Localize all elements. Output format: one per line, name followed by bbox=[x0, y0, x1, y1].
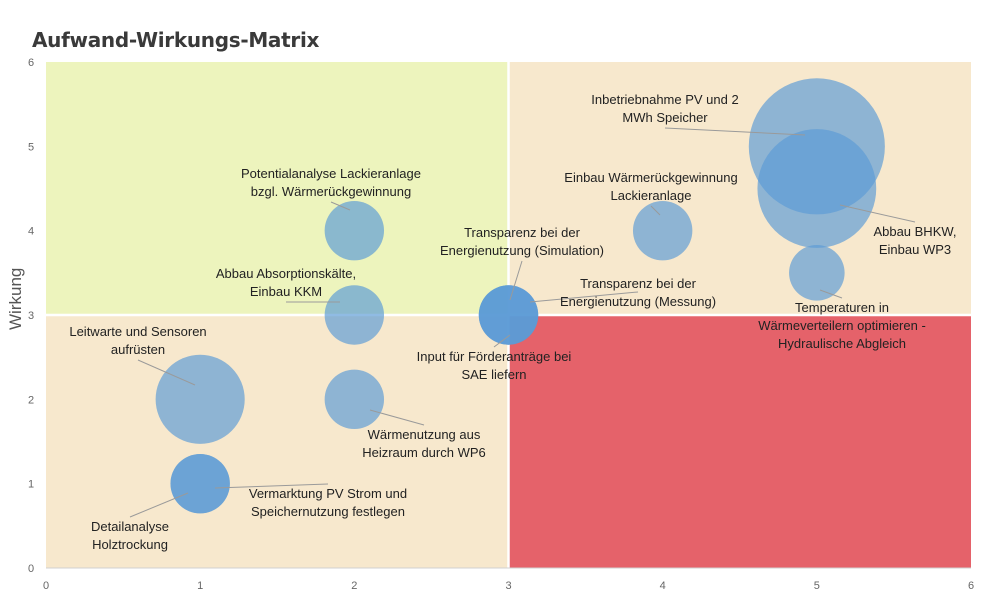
leader-line bbox=[650, 205, 661, 216]
bubble-label: Energienutzung (Simulation) bbox=[440, 243, 604, 258]
x-tick-label: 0 bbox=[43, 580, 49, 592]
bubble-label: Holztrockung bbox=[92, 537, 168, 552]
bubble-label: bzgl. Wärmerückgewinnung bbox=[251, 184, 411, 199]
bubble-label: Einbau WP3 bbox=[879, 242, 951, 257]
bubble-label: Input für Förderanträge bei bbox=[417, 349, 572, 364]
x-tick-label: 4 bbox=[660, 580, 666, 592]
bubble-label: Leitwarte und Sensoren bbox=[69, 324, 206, 339]
leader-line bbox=[493, 334, 511, 348]
bubble-label: Einbau Wärmerückgewinnung bbox=[564, 170, 737, 185]
leader-line bbox=[839, 204, 916, 223]
bubble bbox=[632, 200, 693, 261]
y-tick-label: 2 bbox=[28, 394, 34, 406]
bubble-label: Wärmeverteilern optimieren - bbox=[758, 318, 926, 333]
bubble-label: Detailanalyse bbox=[91, 519, 169, 534]
y-tick-label: 4 bbox=[28, 226, 34, 238]
leader-line bbox=[129, 492, 189, 518]
bubble-label: Speichernutzung festlegen bbox=[251, 504, 405, 519]
leader-line bbox=[330, 201, 351, 211]
leader-line bbox=[369, 409, 425, 426]
bubble-label: Lackieranlage bbox=[611, 188, 692, 203]
bubble-label: Hydraulische Abgleich bbox=[778, 336, 906, 351]
y-tick-label: 0 bbox=[28, 563, 34, 575]
x-tick-label: 3 bbox=[505, 580, 511, 592]
bubble-label: Temperaturen in bbox=[795, 300, 889, 315]
quadrant-3 bbox=[508, 315, 971, 568]
bubble-label: Abbau BHKW, bbox=[873, 224, 956, 239]
bubble-label: MWh Speicher bbox=[622, 110, 708, 125]
bubble-label: Energienutzung (Messung) bbox=[560, 294, 716, 309]
bubble-label: Transparenz bei der bbox=[464, 225, 581, 240]
bubble-label: Inbetriebnahme PV und 2 bbox=[591, 92, 738, 107]
quadrant-1 bbox=[508, 62, 971, 315]
leader-line bbox=[529, 291, 639, 303]
x-tick-label: 1 bbox=[197, 580, 203, 592]
bubble bbox=[170, 453, 230, 514]
bubble-label: SAE liefern bbox=[461, 367, 526, 382]
bubble-label: Einbau KKM bbox=[250, 284, 322, 299]
bubble-label: Vermarktung PV Strom und bbox=[249, 486, 407, 501]
x-tick-label: 2 bbox=[351, 580, 357, 592]
bubble bbox=[757, 129, 877, 248]
y-tick-label: 6 bbox=[28, 57, 34, 69]
quadrant-2 bbox=[46, 315, 509, 568]
x-tick-label: 5 bbox=[814, 580, 820, 592]
quadrant-0 bbox=[46, 62, 509, 315]
y-tick-label: 3 bbox=[28, 310, 34, 322]
y-tick-label: 5 bbox=[28, 141, 34, 153]
chart-title: Aufwand-Wirkungs-Matrix bbox=[32, 28, 320, 52]
bubble-label: Heizraum durch WP6 bbox=[362, 445, 486, 460]
leader-line bbox=[509, 260, 523, 301]
bubble bbox=[155, 354, 245, 444]
bubble bbox=[789, 245, 845, 301]
bubble-label: Transparenz bei der bbox=[580, 276, 697, 291]
bubble-label: aufrüsten bbox=[111, 342, 165, 357]
bubble-label: Abbau Absorptionskälte, bbox=[216, 266, 356, 281]
bubble-label: Wärmenutzung aus bbox=[368, 427, 481, 442]
leader-line bbox=[819, 289, 843, 299]
bubble bbox=[324, 200, 385, 261]
y-tick-label: 1 bbox=[28, 479, 34, 491]
leader-line bbox=[214, 483, 329, 489]
bubble-label: Potentialanalyse Lackieranlage bbox=[241, 166, 421, 181]
bubble bbox=[324, 369, 385, 430]
leader-line bbox=[664, 127, 806, 136]
leader-line bbox=[137, 359, 196, 386]
bubble bbox=[478, 285, 539, 345]
x-tick-label: 6 bbox=[968, 580, 974, 592]
bubble bbox=[324, 285, 385, 345]
